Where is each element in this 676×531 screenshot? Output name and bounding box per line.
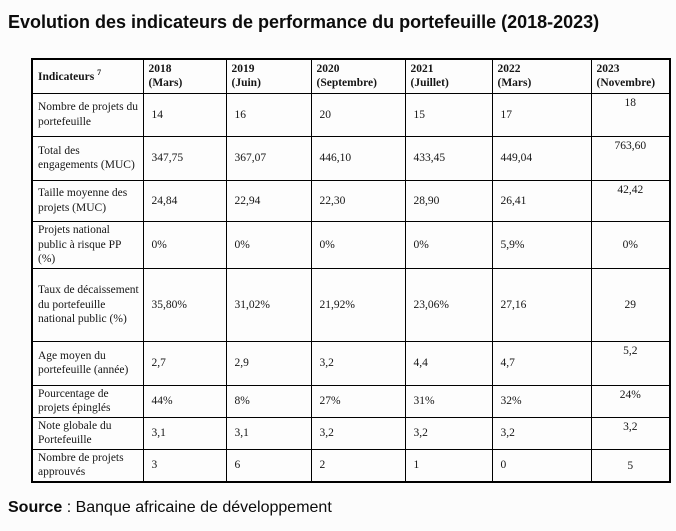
value-cell: 3,1 (142, 416, 227, 450)
value-cell: 2,7 (142, 340, 227, 386)
value-cell: 18 (590, 92, 671, 137)
table-header: Indicateurs 7 2018 (Mars) 2019 (Juin) 20… (31, 58, 671, 94)
row-label: Projets national public à risque PP (%) (31, 220, 144, 269)
value-cell: 24% (590, 384, 671, 418)
value-cell: 23,06% (404, 267, 493, 342)
value-cell: 3,2 (310, 416, 406, 450)
value-cell: 32% (491, 384, 592, 418)
indicators-footnote-ref: 7 (97, 68, 102, 78)
value-cell: 0% (310, 220, 406, 269)
value-cell: 3,1 (225, 416, 312, 450)
header-cell-2020: 2020 (Septembre) (310, 58, 406, 94)
value-cell: 35,80% (142, 267, 227, 342)
value-cell: 0% (225, 220, 312, 269)
value-cell: 449,04 (491, 135, 592, 181)
value-cell: 0% (142, 220, 227, 269)
indicators-label: Indicateurs (38, 71, 98, 84)
row-label: Taille moyenne des projets (MUC) (31, 179, 144, 222)
value-cell: 31,02% (225, 267, 312, 342)
table-row: Taille moyenne des projets (MUC) 24,84 22,… (31, 179, 671, 222)
value-cell: 15 (404, 92, 493, 137)
row-label: Pourcentage de projets épinglés (31, 384, 144, 418)
header-row: Indicateurs 7 2018 (Mars) 2019 (Juin) 20… (31, 58, 671, 94)
value-cell: 27,16 (491, 267, 592, 342)
value-cell: 5 (590, 448, 671, 483)
value-cell: 347,75 (142, 135, 227, 181)
table-row: Note globale du Portefeuille 3,1 3,1 3,2 3,2… (31, 416, 671, 450)
value-cell: 4,7 (491, 340, 592, 386)
value-cell: 42,42 (590, 179, 671, 222)
header-cell-2018: 2018 (Mars) (142, 58, 227, 94)
row-label: Nombre de projets approuvés (31, 448, 144, 483)
value-cell: 3,2 (404, 416, 493, 450)
value-cell: 2,9 (225, 340, 312, 386)
value-cell: 1 (404, 448, 493, 483)
source-text: : Banque africaine de développement (62, 499, 332, 516)
page-title: Evolution des indicateurs de performance… (8, 12, 600, 32)
table-row: Nombre de projets du portefeuille 14 16 20 1… (31, 92, 671, 137)
value-cell: 0 (491, 448, 592, 483)
header-cell-2019: 2019 (Juin) (225, 58, 312, 94)
header-cell-2023: 2023 (Novembre) (590, 58, 671, 94)
value-cell: 29 (590, 267, 671, 342)
value-cell: 26,41 (491, 179, 592, 222)
source-line: Source : Banque africaine de développeme… (8, 499, 332, 517)
value-cell: 17 (491, 92, 592, 137)
value-cell: 5,9% (491, 220, 592, 269)
value-cell: 3,2 (590, 416, 671, 450)
indicator-table-body: Nombre de projets du portefeuille 14 16 20 1… (31, 92, 671, 483)
value-cell: 6 (225, 448, 312, 483)
value-cell: 20 (310, 92, 406, 137)
table-row: Projets national public à risque PP (%) 0… (31, 220, 671, 269)
value-cell: 0% (590, 220, 671, 269)
value-cell: 763,60 (590, 135, 671, 181)
indicator-table: Indicateurs 7 2018 (Mars) 2019 (Juin) 20… (31, 58, 671, 483)
value-cell: 24,84 (142, 179, 227, 222)
value-cell: 27% (310, 384, 406, 418)
value-cell: 21,92% (310, 267, 406, 342)
value-cell: 22,94 (225, 179, 312, 222)
value-cell: 28,90 (404, 179, 493, 222)
value-cell: 4,4 (404, 340, 493, 386)
row-label: Age moyen du portefeuille (année) (31, 340, 144, 386)
value-cell: 16 (225, 92, 312, 137)
source-label: Source (8, 499, 63, 516)
value-cell: 367,07 (225, 135, 312, 181)
value-cell: 2 (310, 448, 406, 483)
value-cell: 31% (404, 384, 493, 418)
row-label: Total des engagements (MUC) (31, 135, 144, 181)
table-row: Total des engagements (MUC) 347,75 367,07 4… (31, 135, 671, 181)
table-row: Age moyen du portefeuille (année) 2,7 2,9 3… (31, 340, 671, 386)
value-cell: 446,10 (310, 135, 406, 181)
table-row: Taux de décaissement du portefeuille nat… (31, 267, 671, 342)
value-cell: 44% (142, 384, 227, 418)
value-cell: 3,2 (491, 416, 592, 450)
header-cell-2022: 2022 (Mars) (491, 58, 592, 94)
value-cell: 433,45 (404, 135, 493, 181)
value-cell: 3 (142, 448, 227, 483)
row-label: Nombre de projets du portefeuille (31, 92, 144, 137)
value-cell: 14 (142, 92, 227, 137)
table-row: Pourcentage de projets épinglés 44% 8% 27% 3… (31, 384, 671, 418)
table-row: Nombre de projets approuvés 3 6 2 1 0 5 (31, 448, 671, 483)
row-label: Taux de décaissement du portefeuille nat… (31, 267, 144, 342)
value-cell: 3,2 (310, 340, 406, 386)
value-cell: 5,2 (590, 340, 671, 386)
header-cell-2021: 2021 (Juillet) (404, 58, 493, 94)
value-cell: 0% (404, 220, 493, 269)
header-cell-indicators: Indicateurs 7 (31, 58, 144, 94)
value-cell: 22,30 (310, 179, 406, 222)
row-label: Note globale du Portefeuille (31, 416, 144, 450)
value-cell: 8% (225, 384, 312, 418)
